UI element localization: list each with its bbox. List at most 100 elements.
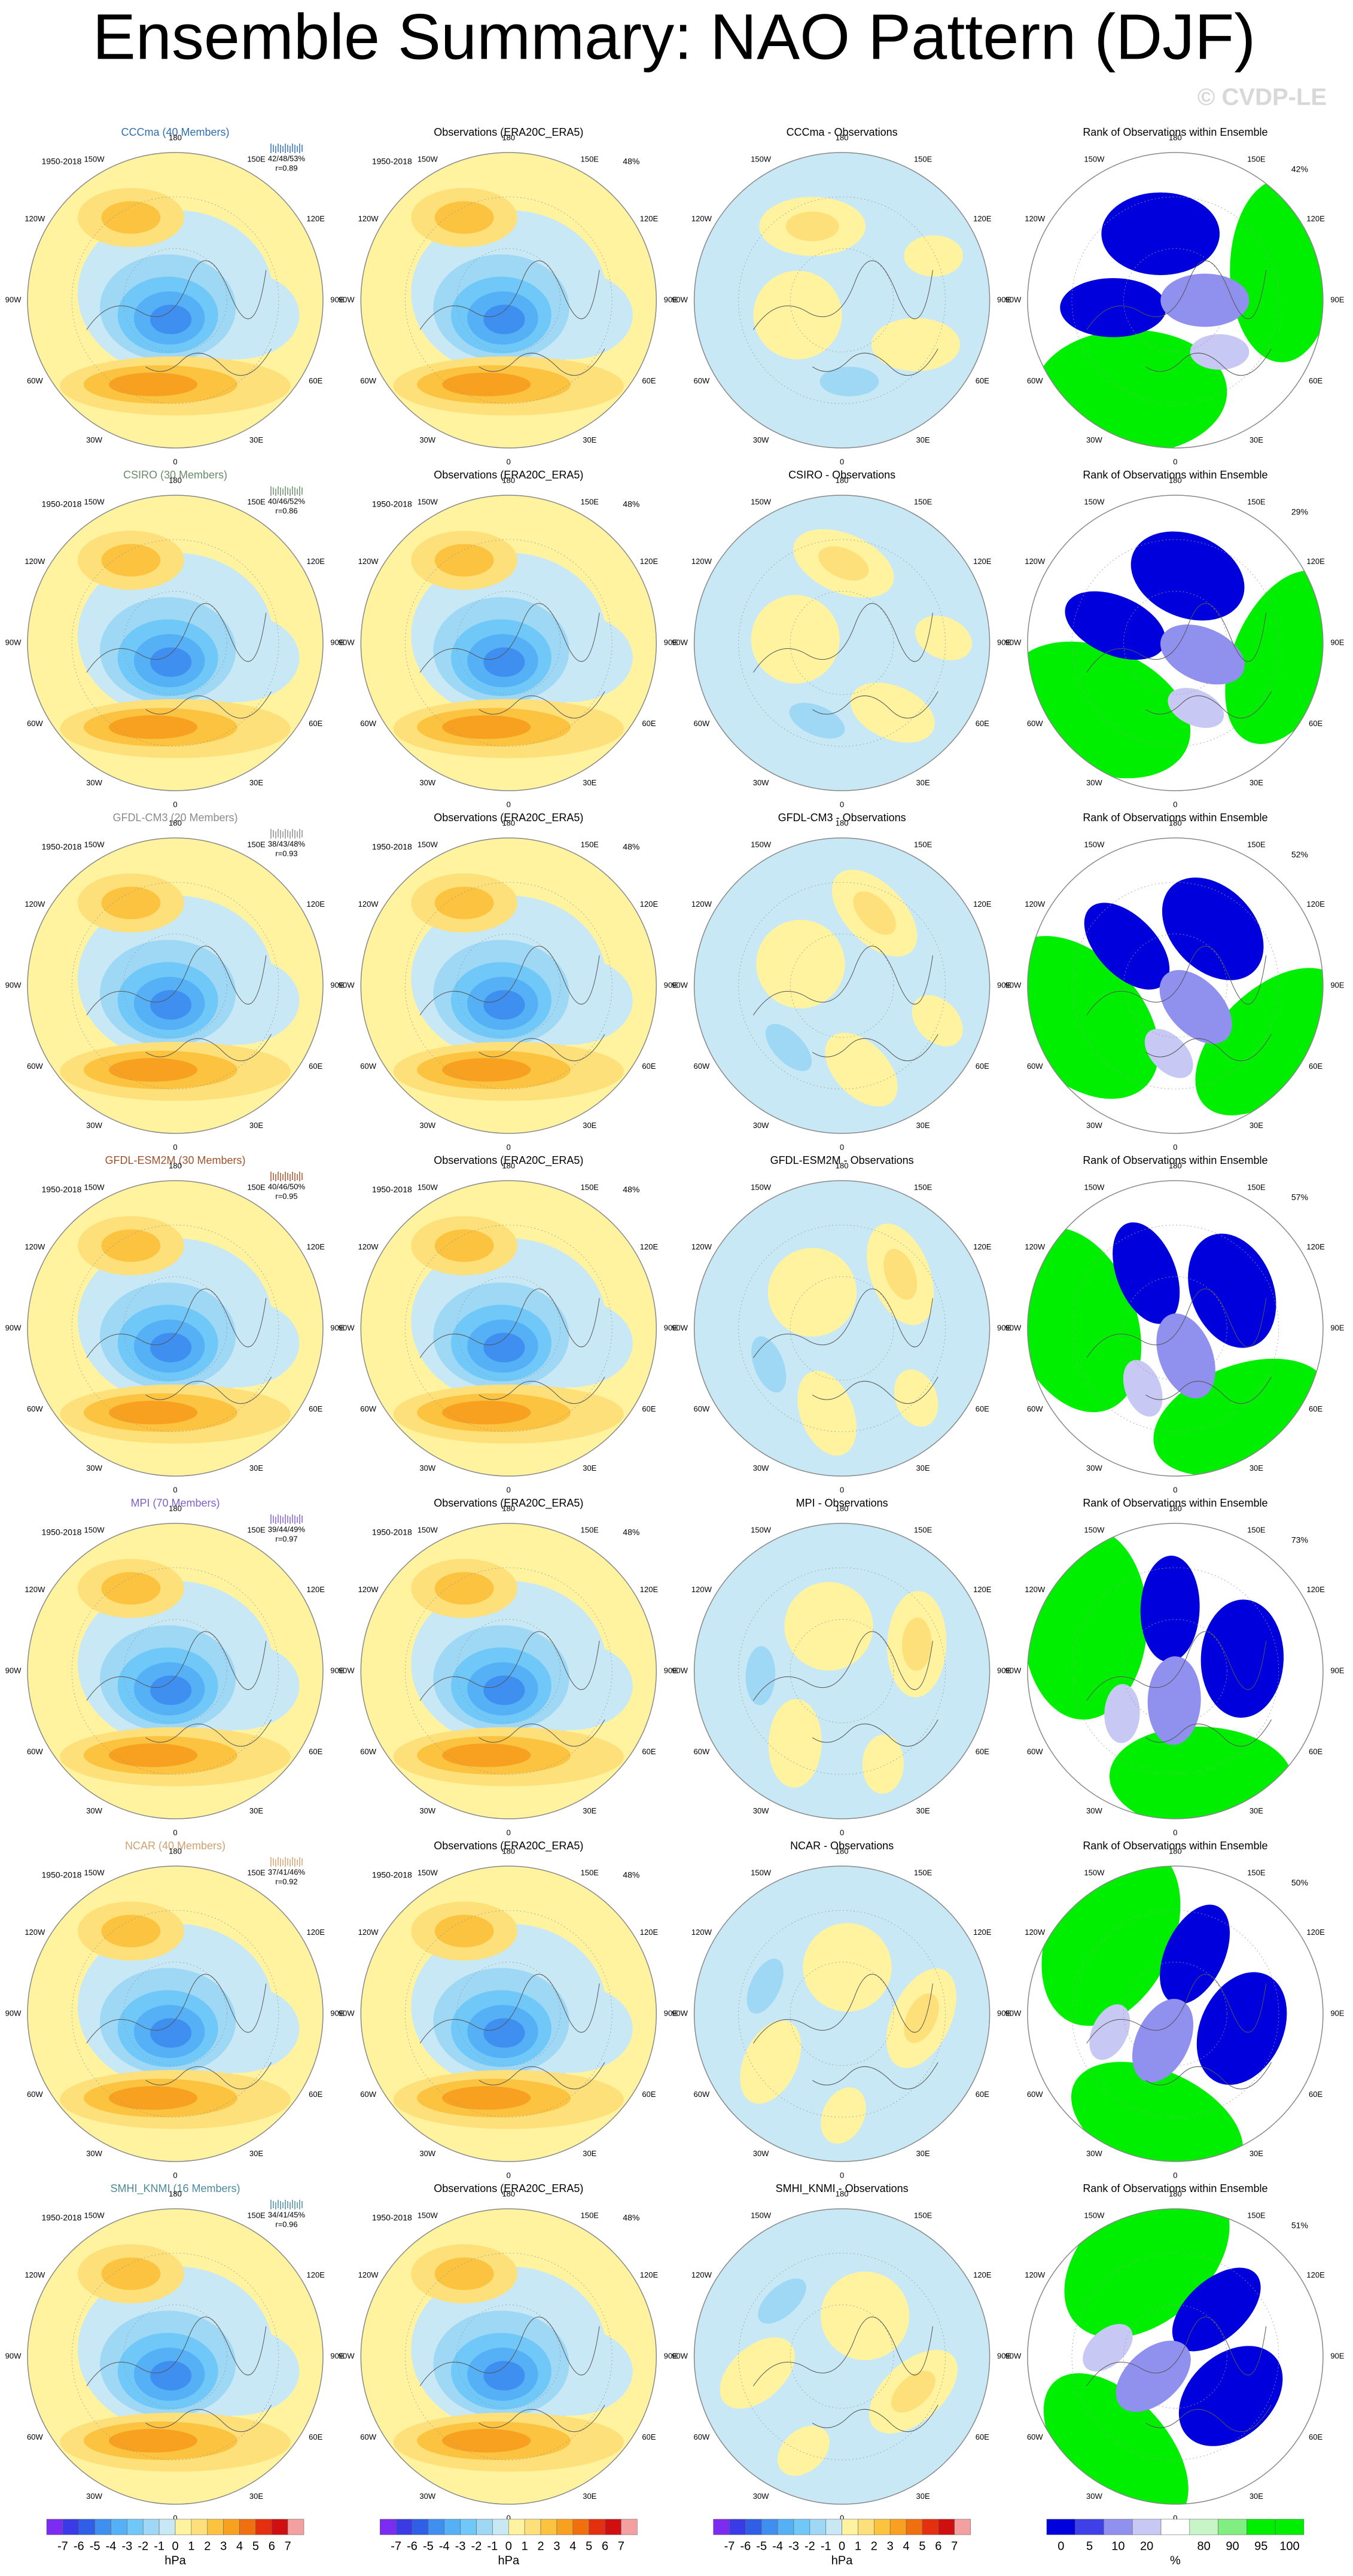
map-field [361,2209,657,2504]
model-title: NCAR (40 Members) [125,1840,226,1852]
colorbar-label: -2 [471,2540,482,2553]
longitude-label: 180 [502,1846,515,1855]
longitude-label: 60W [360,1747,376,1756]
map-region [818,546,869,581]
colorbar-label: -4 [439,2540,450,2553]
longitude-label: 120W [1025,1242,1046,1251]
longitude-label: 0 [1173,457,1177,466]
longitude-label: 0 [840,800,844,809]
longitude-label: 0 [840,2513,844,2522]
colorbar-box [191,2519,208,2535]
colorbar-box [809,2519,827,2535]
map-outline [27,837,324,1134]
map-field [1027,2179,1323,2526]
pattern-correlation: r=0.96 [275,2220,297,2229]
longitude-label: 0 [840,2170,844,2179]
latitude-circle [71,2252,279,2461]
latitude-circle [405,1910,612,2118]
longitude-label: 60W [1027,1062,1043,1071]
longitude-label: 0 [173,2170,177,2179]
longitude-label: 120E [1306,214,1325,223]
longitude-label: 150E [914,1526,933,1535]
coastline [419,1974,605,2090]
longitude-label: 150E [914,498,933,507]
longitude-label: 60W [360,2432,376,2441]
map-field [694,153,990,448]
longitude-label: 30E [916,1464,930,1473]
ensemble-stats: 39/44/49% [268,1525,306,1534]
longitude-label: 120E [1306,1928,1325,1937]
longitude-label: 30W [86,778,102,787]
colorbar-label: 95 [1254,2540,1267,2553]
longitude-label: 150W [751,1526,772,1535]
colorbar-label: -4 [106,2540,117,2553]
map-region [1156,1313,1215,1399]
longitude-label: 60W [694,1062,710,1071]
longitude-label: 90W [672,1666,688,1675]
map-region [1160,273,1250,327]
latitude-circle [405,1224,612,1432]
latitude-circle [738,2252,946,2461]
map-field [1023,1523,1323,1824]
colorbar-label: 80 [1197,2540,1211,2553]
longitude-label: 120W [25,2270,45,2279]
longitude-label: 180 [1169,1504,1182,1513]
longitude-label: 150E [914,155,933,164]
colorbar-box [524,2519,541,2535]
map-field [28,1866,323,2162]
map-region [150,304,192,334]
colorbar-box [78,2519,95,2535]
longitude-label: 150E [1247,498,1266,507]
latitude-circle [123,1962,227,2066]
longitude-label: 60W [27,1747,43,1756]
longitude-label: 60W [27,1404,43,1413]
coastline [1086,946,1272,1062]
longitude-label: 150E [581,1868,599,1877]
map-region [883,1249,918,1300]
map-outline [27,1865,324,2162]
latitude-circle [71,539,279,747]
map-outline [693,2208,991,2505]
colorbar-box [175,2519,192,2535]
colorbar-box [508,2519,525,2535]
longitude-label: 0 [1173,2170,1177,2179]
coastline [752,1631,938,1747]
longitude-label: 120E [973,214,992,223]
colorbar-label: 5 [919,2540,925,2553]
map-region [894,1369,938,1427]
map-region [434,1572,494,1605]
longitude-label: 180 [1169,133,1182,142]
longitude-label: 0 [507,457,511,466]
map-region [150,2018,192,2048]
colorbar-label: 5 [252,2540,259,2553]
coastline [86,1631,272,1747]
map-region [753,270,842,359]
longitude-label: 180 [169,133,182,142]
longitude-label: 150E [1247,840,1266,849]
difference-title: GFDL-ESM2M - Observations [770,1154,914,1166]
latitude-circle [1123,248,1227,352]
latitude-circle [738,539,946,747]
longitude-label: 120E [973,2270,992,2279]
map-region [1195,968,1346,1115]
colorbar-box [938,2519,955,2535]
longitude-label: 180 [502,818,515,827]
longitude-label: 120W [358,557,379,566]
colorbar-box [589,2519,605,2535]
longitude-label: 60E [1309,719,1322,728]
ensemble-stats: 42/48/53% [268,154,306,163]
map-outline [1027,152,1324,449]
map-outline [1027,837,1324,1134]
longitude-label: 60W [694,376,710,385]
obs-percent: 48% [623,499,639,509]
longitude-label: 180 [836,2189,849,2198]
longitude-label: 30W [1086,1464,1102,1473]
map-background [694,495,990,791]
longitude-label: 150E [247,1183,266,1192]
longitude-label: 60W [1027,2090,1043,2099]
longitude-label: 30E [1250,1464,1263,1473]
map-region [915,615,972,660]
difference-title: SMHI_KNMI - Observations [776,2182,909,2195]
longitude-label: 120E [307,1242,325,1251]
latitude-circle [123,934,227,1038]
